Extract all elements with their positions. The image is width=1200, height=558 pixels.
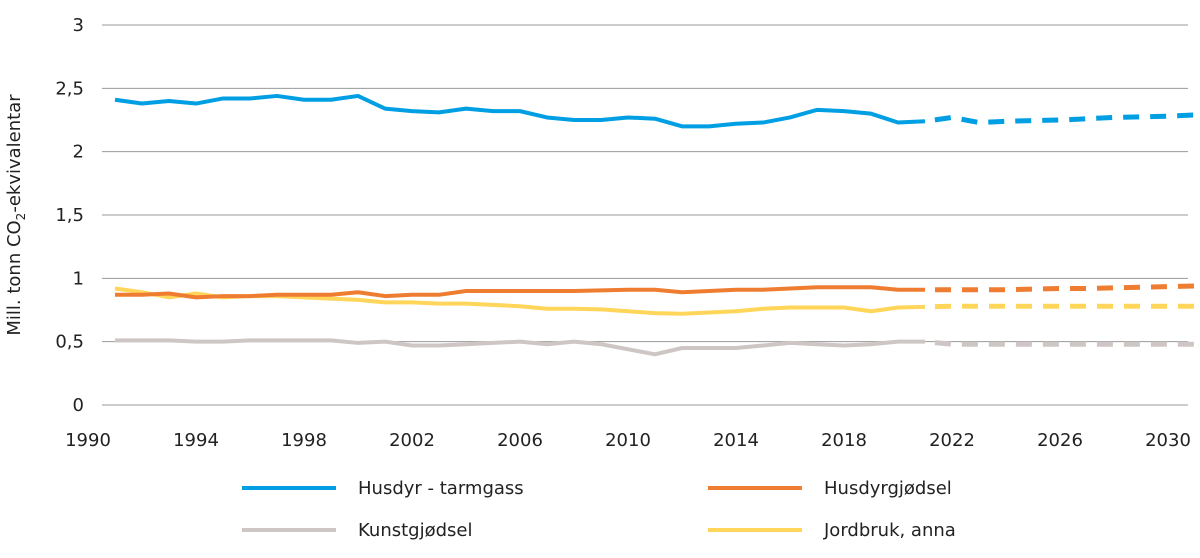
series-line-projection [924,339,1195,347]
series-line-projection [924,112,1196,126]
x-axis-ticks: 1990 1994 1998 2002 2006 2010 2014 2018 2022 2026… [65,430,1191,451]
x-tick-label: 2006 [497,430,543,451]
y-tick-label: 1 [73,268,84,289]
legend-label: Husdyr - tarmgass [358,478,524,499]
x-tick-label: 1994 [173,430,219,451]
x-tick-label: 2010 [605,430,651,451]
x-tick-label: 2002 [389,430,435,451]
y-tick-label: 1,5 [55,205,84,226]
series-line-historical [115,285,925,300]
legend-item: Kunstgjødsel [242,520,472,541]
x-tick-label: 2026 [1037,430,1083,451]
legend-item: Husdyrgjødsel [708,478,952,499]
legend-label: Jordbruk, anna [823,520,956,541]
legend-label: Kunstgjødsel [358,520,472,541]
x-tick-label: 1998 [281,430,327,451]
y-tick-label: 0,5 [55,332,84,353]
series-lines [114,93,1196,357]
x-tick-label: 2022 [929,430,975,451]
x-tick-label: 2014 [713,430,759,451]
y-tick-label: 3 [73,15,84,36]
series-line-projection [924,303,1195,310]
x-tick-label: 1990 [65,430,111,451]
legend-item: Jordbruk, anna [708,520,956,541]
series-line-historical [114,93,926,129]
x-tick-label: 2018 [821,430,867,451]
series-line-historical [115,338,925,357]
legend: Husdyr - tarmgass Husdyrgjødsel Kunstgjøds… [242,478,956,541]
y-tick-label: 0 [73,395,84,416]
gridlines [102,24,1188,406]
legend-item: Husdyr - tarmgass [242,478,524,499]
y-axis-label: Mill. tonn CO2-ekvivalentar [4,94,28,336]
series-line-projection [925,283,1196,293]
legend-label: Husdyrgjødsel [824,478,952,499]
x-tick-label: 2030 [1145,430,1191,451]
y-tick-label: 2,5 [55,78,84,99]
y-tick-label: 2 [73,142,84,163]
y-axis-ticks: 0 0,5 1 1,5 2 2,5 3 [55,15,84,416]
